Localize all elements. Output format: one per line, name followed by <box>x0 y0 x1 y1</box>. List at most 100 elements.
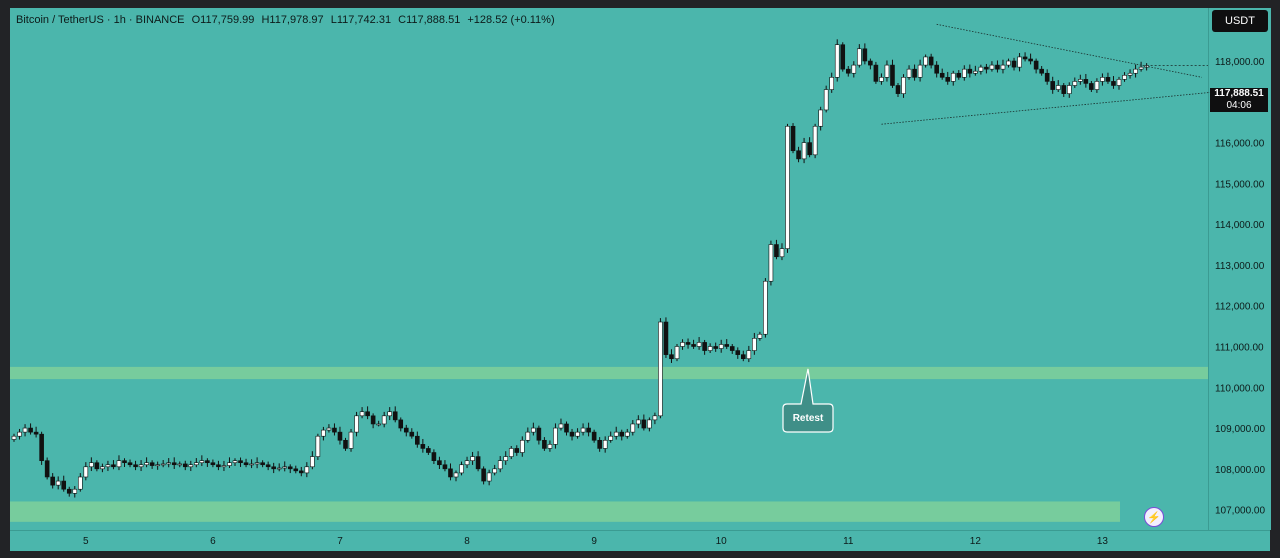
candle-body <box>453 472 459 478</box>
candle-body <box>381 415 387 425</box>
candle-body <box>205 460 210 464</box>
candle-body <box>420 444 426 449</box>
candle-body <box>707 346 713 351</box>
candle-body <box>868 60 873 66</box>
candle-body <box>1094 81 1100 90</box>
candle-body <box>740 354 746 360</box>
candle-body <box>1138 66 1144 70</box>
candle-body <box>696 342 702 347</box>
currency-button[interactable]: USDT <box>1212 10 1268 32</box>
candle-body <box>287 466 293 470</box>
candle-body <box>78 476 83 490</box>
candle-body <box>1111 81 1116 86</box>
candle-body <box>1044 72 1050 82</box>
candle-body <box>812 125 818 156</box>
last-price-value: 117,888.51 <box>1214 88 1264 99</box>
candle-body <box>624 431 630 437</box>
candle-body <box>735 350 741 355</box>
candle-body <box>1078 79 1083 82</box>
candle-body <box>431 452 437 461</box>
candle-body <box>105 464 111 468</box>
candle-body <box>415 435 420 445</box>
candle-body <box>194 462 199 466</box>
candle-body <box>658 321 663 417</box>
candle-body <box>1127 72 1133 76</box>
candle-body <box>978 66 984 72</box>
candle-body <box>519 439 525 453</box>
ohlc-high: H117,978.97 <box>261 14 324 26</box>
candle-body <box>757 333 763 339</box>
candle-body <box>332 427 337 433</box>
candle-body <box>580 427 586 433</box>
candle-body <box>337 431 343 441</box>
candle-body <box>857 48 862 66</box>
candle-body <box>906 68 912 78</box>
candle-body <box>547 444 553 449</box>
support-zone <box>10 501 1120 522</box>
time-tick-label: 6 <box>210 536 216 547</box>
candle-body <box>763 280 768 335</box>
candle-body <box>680 342 685 347</box>
time-tick-label: 5 <box>83 536 89 547</box>
candle-body <box>967 68 973 74</box>
candle-body <box>531 427 536 433</box>
candle-body <box>216 464 221 468</box>
price-tick-label: 110,000.00 <box>1215 383 1265 394</box>
candle-body <box>564 423 569 433</box>
candle-body <box>232 460 238 464</box>
candle-body <box>464 460 470 466</box>
candle-body <box>669 354 674 360</box>
candle-body <box>265 464 271 468</box>
price-change: +128.52 (+0.11%) <box>467 14 555 26</box>
candle-body <box>100 466 105 470</box>
candle-body <box>1133 68 1138 74</box>
candle-body <box>33 431 39 435</box>
candle-body <box>1039 68 1044 74</box>
candle-body <box>851 64 857 74</box>
candle-body <box>17 431 22 437</box>
candle-body <box>884 64 890 78</box>
candle-body <box>630 423 636 433</box>
candle-body <box>1050 81 1055 90</box>
candle-body <box>298 470 304 474</box>
retest-label: Retest <box>793 413 824 424</box>
candle-body <box>807 142 812 156</box>
candle-body <box>542 439 547 449</box>
candle-body <box>746 350 752 360</box>
lightning-icon[interactable]: ⚡ <box>1144 507 1164 527</box>
triangle-upper-line <box>936 23 1202 78</box>
candle-body <box>796 150 801 160</box>
ohlc-close: C117,888.51 <box>398 14 461 26</box>
candle-body <box>984 66 989 70</box>
price-tick-label: 108,000.00 <box>1215 465 1265 476</box>
candle-body <box>724 344 730 347</box>
symbol-name[interactable]: Bitcoin / TetherUS · 1h · BINANCE <box>16 14 185 26</box>
candle-body <box>221 465 227 468</box>
candle-body <box>66 488 72 494</box>
candle-body <box>293 468 299 472</box>
support-zone <box>10 366 1208 380</box>
candle-body <box>575 431 580 437</box>
candle-body <box>210 462 216 466</box>
candle-body <box>729 346 735 351</box>
candle-body <box>276 467 282 470</box>
candle-body <box>1000 64 1006 70</box>
candle-body <box>1033 60 1039 70</box>
time-axis[interactable] <box>10 530 1270 551</box>
triangle-lower-line <box>881 91 1219 125</box>
candle-body <box>188 464 194 468</box>
candle-body <box>39 433 44 461</box>
candle-body <box>950 72 956 82</box>
plot-area[interactable] <box>10 8 1208 530</box>
candle-body <box>641 419 647 429</box>
candle-body <box>619 431 625 437</box>
candle-body <box>928 56 934 66</box>
candle-body <box>94 462 100 470</box>
candle-body <box>674 346 680 360</box>
candle-body <box>89 462 94 468</box>
candle-body <box>127 462 133 466</box>
candle-body <box>917 64 923 78</box>
candle-body <box>790 125 796 152</box>
candle-body <box>613 431 619 437</box>
candle-body <box>779 248 785 258</box>
